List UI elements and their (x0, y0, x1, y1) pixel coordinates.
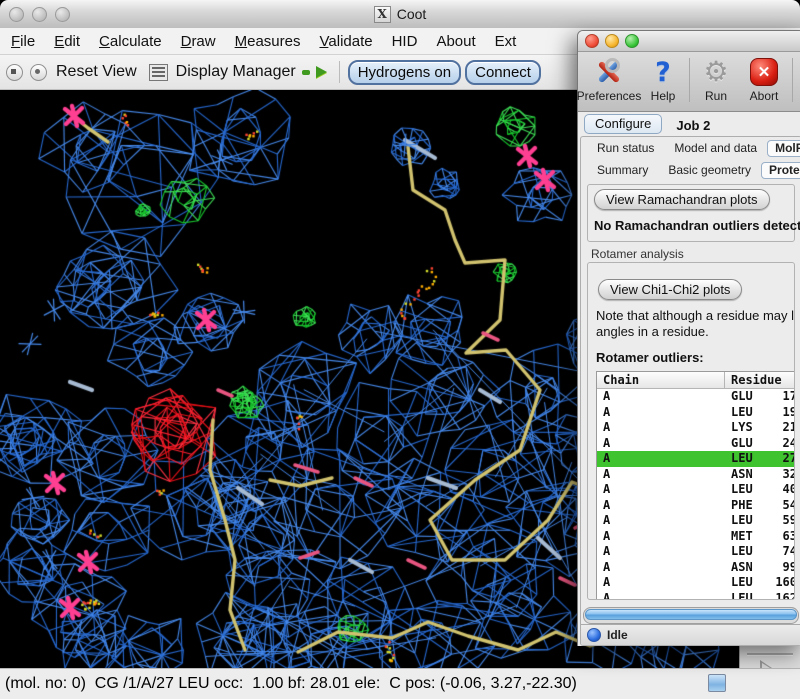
window-controls (9, 6, 70, 22)
minimize-icon[interactable] (605, 34, 619, 48)
table-row[interactable]: AASN99 (603, 559, 794, 574)
reset-view-button[interactable]: Reset View (56, 63, 137, 80)
zoom-target-icon[interactable] (30, 63, 47, 81)
rotamer-outliers-label: Rotamer outliers: (596, 350, 704, 365)
stop-x-icon: ✕ (750, 58, 778, 86)
table-row[interactable]: ALEU27 (597, 451, 794, 467)
menu-calculate[interactable]: Calculate (99, 32, 162, 50)
job-notebook: Run status Model and data MolProbity Sum… (580, 136, 800, 646)
rotamer-analysis-label: Rotamer analysis (591, 247, 684, 261)
tab-configure[interactable]: Configure (584, 114, 663, 134)
close-icon[interactable] (585, 34, 599, 48)
atom-status-text: (mol. no: 0) CG /1/A/27 LEU occ: 1.00 bf… (5, 675, 577, 692)
menu-draw[interactable]: Draw (180, 32, 216, 50)
menu-about[interactable]: About (436, 32, 476, 50)
tools-icon (594, 58, 624, 86)
tab-basic-geometry[interactable]: Basic geometry (668, 163, 752, 177)
table-row[interactable]: ALEU74 (603, 544, 794, 558)
display-manager-icon[interactable] (148, 63, 168, 81)
run-button[interactable]: ⚙ Run (703, 55, 729, 104)
go-arrow-icon[interactable] (301, 69, 310, 75)
x11-icon: X (373, 5, 391, 23)
dialog-window-controls (585, 34, 639, 48)
menu-ext[interactable]: Ext (494, 32, 517, 50)
menu-validate[interactable]: Validate (319, 32, 373, 50)
tab-molprobity[interactable]: MolProbity (767, 139, 800, 157)
table-row[interactable]: AASN32 (603, 466, 794, 481)
tab-model-and-data[interactable]: Model and data (674, 141, 758, 155)
job-tab-bar: Configure Job 2 (578, 112, 800, 136)
dialog-toolbar: Preferences ? Help ⚙ Run ✕ Abort A (577, 52, 800, 112)
density-indicator-icon[interactable] (708, 674, 726, 692)
ramachandran-message: No Ramachandran outliers detecte (594, 218, 800, 233)
table-row[interactable]: ALEU59 (603, 513, 794, 527)
table-row[interactable]: A LEU 160 (603, 575, 795, 589)
rotamer-outlier-table: Chain Residue AGLU17ALEU19ALYS21AGLU24AL… (596, 371, 795, 600)
display-manager-button[interactable]: Display Manager (175, 63, 296, 80)
table-row[interactable]: ALYS21 (603, 420, 794, 434)
column-header-residue[interactable]: Residue (731, 373, 782, 387)
zoom-icon[interactable] (55, 6, 70, 22)
rotamer-note-line1: Note that although a residue may lie (596, 308, 795, 323)
horizontal-scrollbar[interactable] (583, 607, 799, 624)
main-titlebar: X Coot (0, 0, 800, 29)
zoom-minus-icon[interactable] (6, 63, 23, 81)
window-title-area: X Coot (0, 5, 800, 23)
menu-file[interactable]: File (11, 32, 36, 50)
table-row[interactable]: ALEU19 (603, 404, 794, 419)
table-body: AGLU17ALEU19ALYS21AGLU24ALEU27AASN32ALEU… (597, 389, 795, 600)
partial-toolbar-button[interactable]: A (796, 56, 800, 103)
zoom-icon[interactable] (625, 34, 639, 48)
panel-divider (747, 653, 793, 656)
tab-summary[interactable]: Summary (597, 163, 649, 177)
molprobity-dialog: Preferences ? Help ⚙ Run ✕ Abort A Confi… (577, 30, 800, 646)
view-chi1-chi2-plots-button[interactable]: View Chi1-Chi2 plots (598, 279, 743, 300)
question-icon: ? (655, 56, 671, 88)
close-icon[interactable] (9, 6, 24, 22)
table-row[interactable]: AGLU24 (603, 435, 794, 450)
window-title: Coot (396, 6, 427, 22)
atom-status-bar: (mol. no: 0) CG /1/A/27 LEU occ: 1.00 bf… (0, 668, 800, 699)
hydrogens-toggle-button[interactable]: Hydrogens on (347, 59, 462, 85)
column-header-chain[interactable]: Chain (597, 372, 725, 388)
tab-protein[interactable]: Protein (761, 161, 800, 179)
dialog-status-bar: Idle (581, 624, 800, 645)
tab-job2[interactable]: Job 2 (676, 118, 711, 133)
table-row[interactable]: AMET63 (603, 528, 794, 543)
rotamer-note-line2: angles in a residue. (596, 324, 709, 339)
status-dot-icon (587, 628, 601, 642)
gear-icon: ⚙ (703, 55, 729, 88)
table-header: Chain Residue (597, 372, 794, 389)
dialog-status-text: Idle (607, 628, 628, 642)
menu-edit[interactable]: Edit (54, 32, 81, 50)
connect-mode-button[interactable]: Connect (465, 59, 541, 85)
view-ramachandran-plots-button[interactable]: View Ramachandran plots (594, 189, 770, 210)
abort-button[interactable]: ✕ Abort (739, 56, 789, 103)
menu-hid[interactable]: HID (391, 32, 418, 50)
tab-run-status[interactable]: Run status (597, 141, 655, 155)
dialog-titlebar[interactable] (578, 31, 800, 52)
help-button[interactable]: ? Help (650, 56, 676, 104)
rotamer-analysis-frame: View Chi1-Chi2 plots Note that although … (587, 262, 795, 600)
preferences-button[interactable]: Preferences (577, 56, 641, 103)
ramachandran-frame: View Ramachandran plots No Ramachandran … (587, 184, 800, 242)
minimize-icon[interactable] (32, 6, 47, 22)
table-row[interactable]: AGLU17 (603, 389, 794, 403)
menu-measures[interactable]: Measures (234, 32, 301, 50)
toolbar-separator (338, 61, 340, 83)
result-tab-bar: Summary Basic geometry Protein Cl (581, 159, 800, 181)
table-row[interactable]: APHE54 (603, 497, 794, 512)
scrollbar-thumb[interactable] (585, 609, 797, 620)
section-tab-bar: Run status Model and data MolProbity (581, 137, 800, 159)
table-row[interactable]: ALEU40 (603, 482, 794, 496)
table-row[interactable]: A LEU 162 (603, 590, 795, 600)
